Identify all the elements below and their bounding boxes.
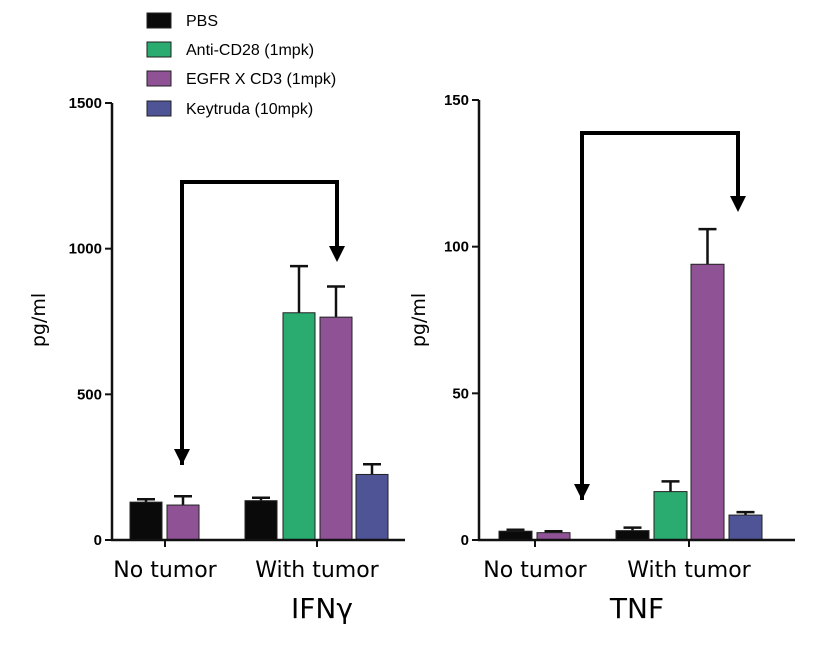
legend-swatch [146,41,172,58]
legend-swatch [146,70,172,87]
bar [728,514,763,541]
comparison-bracket [180,180,339,465]
y-tick-label: 500 [77,386,102,403]
arrow-head-icon [174,449,190,465]
y-tick-label: 0 [461,532,469,549]
legend-swatch [146,100,172,117]
bar [615,530,650,541]
arrow-head-icon [329,246,345,262]
bar [690,263,725,541]
y-axis-label: pg/ml [408,293,430,347]
bar [355,473,389,541]
y-tick-label: 1500 [69,95,102,112]
y-axis-label: pg/ml [28,293,50,347]
y-tick-label: 0 [94,532,102,549]
chart-title: TNF [609,592,664,625]
bar [319,316,353,541]
bar [244,500,278,541]
legend-swatch [146,12,172,29]
x-tick-label: No tumor [483,558,587,583]
bar [166,504,200,541]
legend-label: PBS [186,13,218,30]
y-tick-label: 50 [452,385,469,402]
bar [282,312,316,541]
comparison-bracket [580,131,740,500]
legend-label: EGFR X CD3 (1mpk) [186,71,336,88]
arrow-head-icon [574,484,590,500]
legend-label: Anti-CD28 (1mpk) [186,42,314,59]
arrow-head-icon [730,196,746,212]
x-tick-label: No tumor [113,558,217,583]
legend-label: Keytruda (10mpk) [186,101,313,118]
y-tick-label: 100 [444,239,469,256]
bar [129,501,163,541]
bar [653,491,688,541]
x-tick-label: With tumor [627,558,751,583]
y-tick-label: 1000 [69,241,102,258]
y-tick-label: 150 [444,92,469,109]
bar [498,530,533,541]
chart-title: IFNγ [291,592,353,625]
x-tick-label: With tumor [255,558,379,583]
